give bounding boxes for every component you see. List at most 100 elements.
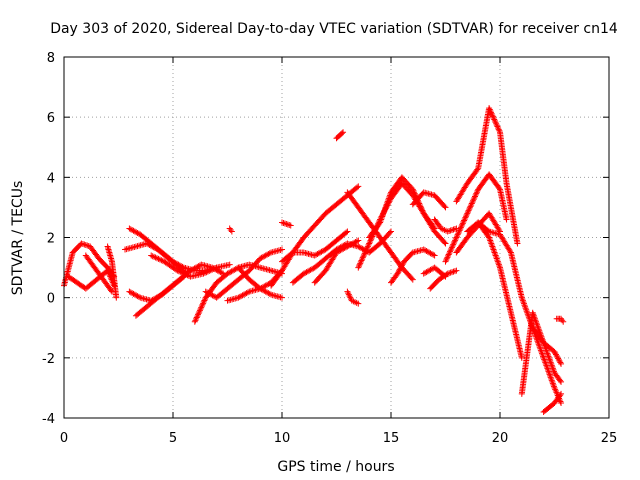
data-point xyxy=(279,294,285,301)
data-point xyxy=(78,240,85,247)
data-point xyxy=(200,300,207,307)
data-point xyxy=(194,313,201,320)
data-point xyxy=(496,185,503,192)
data-point xyxy=(556,358,563,365)
data-point xyxy=(444,254,451,261)
data-point xyxy=(420,209,427,216)
data-point xyxy=(496,227,503,234)
data-point xyxy=(79,241,86,248)
data-point xyxy=(458,223,465,230)
data-point xyxy=(554,354,561,361)
data-point xyxy=(244,289,251,296)
data-point xyxy=(410,187,417,194)
data-point xyxy=(288,250,295,257)
data-point xyxy=(359,254,366,261)
data-point xyxy=(442,258,449,265)
data-point xyxy=(466,206,473,213)
data-point xyxy=(287,222,294,229)
data-point xyxy=(441,239,448,246)
data-point xyxy=(154,255,161,262)
data-point xyxy=(418,206,425,213)
data-point xyxy=(557,359,564,366)
data-point xyxy=(447,247,454,254)
data-point xyxy=(490,115,497,122)
data-point xyxy=(156,256,163,263)
grid-lines xyxy=(64,57,609,418)
data-point xyxy=(494,123,501,130)
data-point xyxy=(397,265,404,272)
data-point xyxy=(452,237,459,244)
data-point xyxy=(82,242,89,249)
data-point xyxy=(203,269,210,276)
data-point xyxy=(485,233,492,240)
data-point xyxy=(507,248,514,255)
data-point xyxy=(492,119,499,126)
data-point xyxy=(149,253,156,260)
data-point xyxy=(286,221,293,228)
series-track-i xyxy=(148,252,233,280)
data-point xyxy=(266,290,273,297)
data-point xyxy=(557,377,564,384)
data-point xyxy=(557,392,564,399)
data-point xyxy=(503,216,510,223)
data-point xyxy=(113,294,120,301)
data-point xyxy=(193,315,200,322)
data-point xyxy=(560,318,567,325)
series-track-s xyxy=(311,237,362,286)
data-point xyxy=(471,193,478,200)
data-point xyxy=(204,268,211,275)
data-point xyxy=(344,228,351,235)
data-point xyxy=(444,270,451,277)
data-point xyxy=(430,251,437,258)
data-point xyxy=(358,257,365,264)
data-point xyxy=(445,251,452,258)
data-point xyxy=(195,310,202,317)
data-point xyxy=(192,317,199,324)
data-point xyxy=(412,192,419,199)
data-point xyxy=(551,348,558,355)
data-point xyxy=(409,276,416,283)
data-point xyxy=(343,229,350,236)
data-point xyxy=(552,351,559,358)
data-point xyxy=(449,226,456,233)
data-point xyxy=(518,354,525,361)
data-point xyxy=(84,242,91,249)
series-track-ae xyxy=(453,105,521,247)
data-point xyxy=(201,269,208,276)
data-point xyxy=(445,252,452,259)
data-point xyxy=(396,266,403,273)
x-tick-label: 25 xyxy=(601,431,618,446)
data-point xyxy=(447,269,454,276)
data-point xyxy=(453,267,460,274)
data-point xyxy=(362,247,369,254)
data-point xyxy=(197,305,204,312)
data-point xyxy=(468,200,475,207)
chart-title: Day 303 of 2020, Sidereal Day-to-day VTE… xyxy=(50,21,618,37)
series-track-p xyxy=(279,219,294,229)
data-point xyxy=(416,200,423,207)
data-point xyxy=(195,311,202,318)
data-point xyxy=(449,242,456,249)
data-point xyxy=(227,226,234,233)
data-point xyxy=(446,250,453,257)
data-point xyxy=(183,271,190,278)
data-point xyxy=(357,260,364,267)
data-point xyxy=(461,216,468,223)
data-point xyxy=(340,129,347,136)
data-point xyxy=(552,350,559,357)
data-point xyxy=(488,109,495,116)
data-point xyxy=(356,261,363,268)
data-point xyxy=(284,221,291,228)
data-point xyxy=(416,201,423,208)
data-point xyxy=(206,267,213,274)
data-point xyxy=(207,267,214,274)
data-point xyxy=(447,227,454,234)
data-point xyxy=(198,303,205,310)
series-track-ab xyxy=(420,264,449,280)
data-point xyxy=(212,265,219,272)
data-point xyxy=(446,248,453,255)
data-point xyxy=(466,204,473,211)
data-point xyxy=(365,241,372,248)
data-point xyxy=(451,238,458,245)
data-point xyxy=(453,225,460,232)
